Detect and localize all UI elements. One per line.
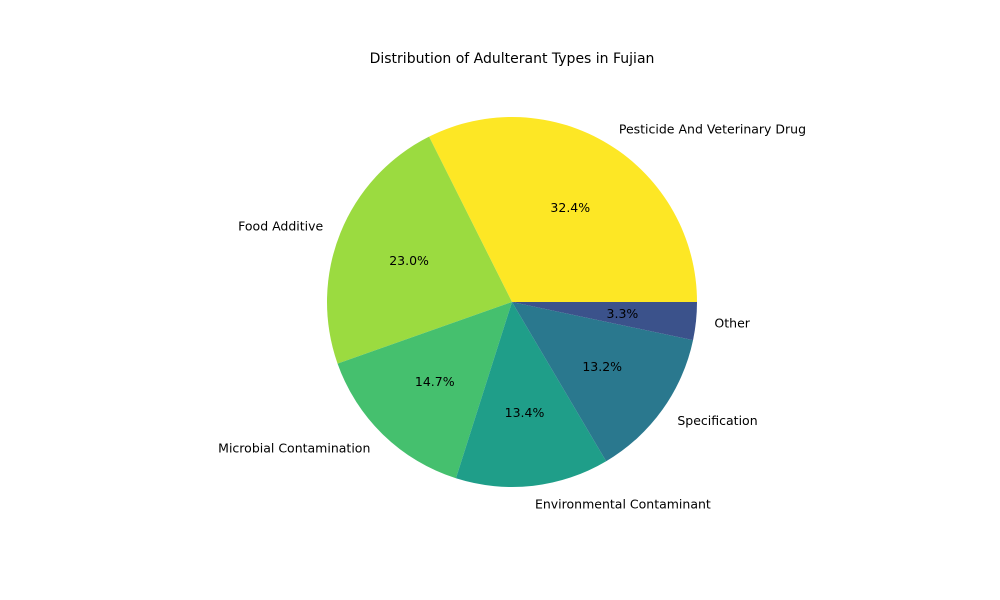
pie-category-label-3: Environmental Contaminant <box>535 497 711 512</box>
pie-slice-2 <box>337 302 512 479</box>
pie-category-label-2: Microbial Contamination <box>218 441 370 456</box>
pie-percent-label-0: 32.4% <box>550 200 590 215</box>
pie-percent-label-1: 23.0% <box>389 253 429 268</box>
pie-category-labels: Pesticide And Veterinary Drug Food Additi… <box>218 121 806 511</box>
pie-slice-5 <box>512 302 697 341</box>
pie-slices <box>327 117 697 487</box>
pie-slice-0 <box>429 117 697 303</box>
pie-percent-label-5: 3.3% <box>607 306 639 321</box>
pie-percent-label-4: 13.2% <box>582 359 622 374</box>
pie-category-label-1: Food Additive <box>238 218 323 233</box>
pie-percent-label-3: 13.4% <box>505 405 545 420</box>
pie-percent-label-2: 14.7% <box>415 374 455 389</box>
chart-title: Distribution of Adulterant Types in Fuji… <box>370 51 655 67</box>
pie-category-label-0: Pesticide And Veterinary Drug <box>619 121 806 136</box>
pie-category-label-5: Other <box>714 316 750 331</box>
pie-slice-3 <box>455 302 607 487</box>
pie-slice-4 <box>512 302 694 462</box>
pie-percent-labels: 32.4% 23.0% 14.7% 13.4% 13.2% 3.3% <box>389 200 638 420</box>
pie-category-label-4: Specification <box>677 413 757 428</box>
pie-slice-1 <box>327 136 512 364</box>
